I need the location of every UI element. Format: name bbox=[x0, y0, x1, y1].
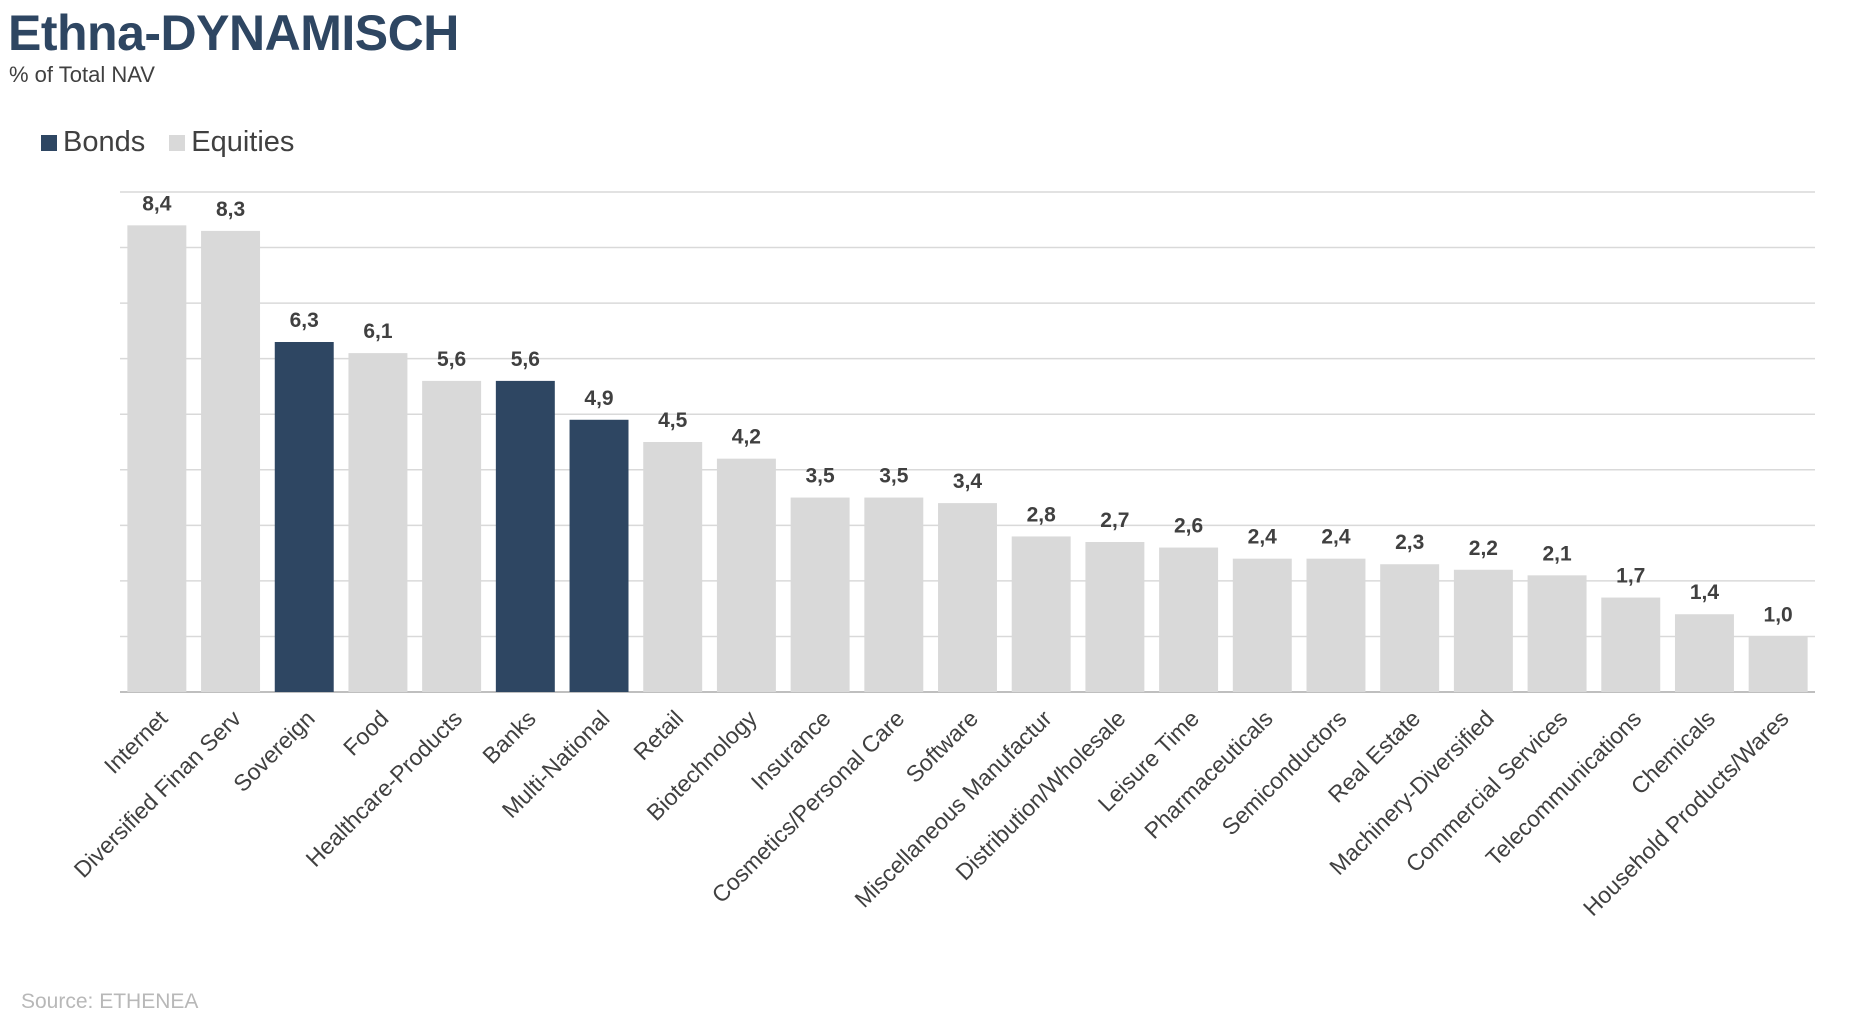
legend-swatch-equities bbox=[169, 134, 186, 151]
data-label: 1,4 bbox=[1690, 581, 1720, 604]
data-label: 4,9 bbox=[584, 387, 613, 410]
x-tick-label: Pharmaceuticals bbox=[1139, 705, 1278, 844]
data-label: 2,6 bbox=[1174, 515, 1203, 538]
data-label: 2,4 bbox=[1248, 526, 1278, 549]
x-tick-label: Food bbox=[338, 705, 393, 760]
bar bbox=[1306, 558, 1366, 692]
bar bbox=[201, 230, 261, 692]
bar bbox=[864, 497, 924, 692]
bar bbox=[1748, 636, 1808, 692]
data-label: 8,4 bbox=[142, 192, 172, 215]
bar bbox=[569, 419, 629, 692]
bar bbox=[1085, 542, 1145, 692]
x-tick-label: Banks bbox=[477, 705, 541, 769]
data-label: 2,8 bbox=[1027, 503, 1057, 526]
data-label: 4,2 bbox=[732, 426, 761, 449]
legend-label-equities: Equities bbox=[191, 126, 295, 158]
data-label: 3,5 bbox=[879, 465, 909, 488]
legend-item-bonds: Bonds bbox=[41, 126, 145, 159]
bar bbox=[127, 225, 187, 693]
bar bbox=[1380, 564, 1440, 692]
bar bbox=[1011, 536, 1071, 692]
legend-item-equities: Equities bbox=[169, 126, 294, 159]
data-label: 8,3 bbox=[216, 198, 245, 221]
data-label: 2,7 bbox=[1100, 509, 1129, 532]
data-label: 2,1 bbox=[1542, 542, 1572, 565]
data-label: 5,6 bbox=[437, 348, 466, 371]
data-label: 4,5 bbox=[658, 409, 688, 432]
legend-swatch-bonds bbox=[41, 134, 57, 151]
data-label: 3,4 bbox=[953, 470, 983, 493]
bar bbox=[348, 353, 408, 692]
data-label: 1,0 bbox=[1764, 603, 1793, 626]
source-note: Source: ETHENEA bbox=[21, 990, 199, 1013]
data-label: 5,6 bbox=[511, 348, 540, 371]
legend: Bonds Equities bbox=[41, 126, 294, 159]
bar bbox=[643, 442, 703, 692]
chart-title: Ethna-DYNAMISCH bbox=[8, 5, 459, 61]
bar bbox=[1601, 597, 1661, 692]
bar bbox=[790, 497, 850, 692]
bar bbox=[1453, 569, 1513, 692]
data-label: 3,5 bbox=[806, 465, 836, 488]
bar bbox=[938, 503, 997, 692]
data-label: 2,3 bbox=[1395, 531, 1424, 554]
data-label: 6,3 bbox=[290, 309, 319, 332]
bar bbox=[1674, 614, 1734, 692]
x-tick-label: Internet bbox=[99, 705, 173, 779]
bar bbox=[716, 458, 776, 692]
x-tick-label: Sovereign bbox=[228, 705, 320, 797]
data-label: 2,4 bbox=[1321, 526, 1351, 549]
bar bbox=[274, 342, 334, 692]
chart-subtitle: % of Total NAV bbox=[9, 62, 155, 87]
data-label: 6,1 bbox=[363, 320, 393, 343]
legend-label-bonds: Bonds bbox=[63, 126, 146, 158]
data-label: 2,2 bbox=[1469, 537, 1498, 560]
x-tick-label: Retail bbox=[628, 705, 688, 765]
bar bbox=[422, 380, 482, 692]
bar bbox=[1527, 575, 1587, 692]
x-tick-label: Semiconductors bbox=[1217, 705, 1352, 840]
bar bbox=[1159, 547, 1219, 692]
data-label: 1,7 bbox=[1616, 565, 1645, 588]
bar bbox=[495, 380, 555, 692]
bar bbox=[1232, 558, 1292, 692]
